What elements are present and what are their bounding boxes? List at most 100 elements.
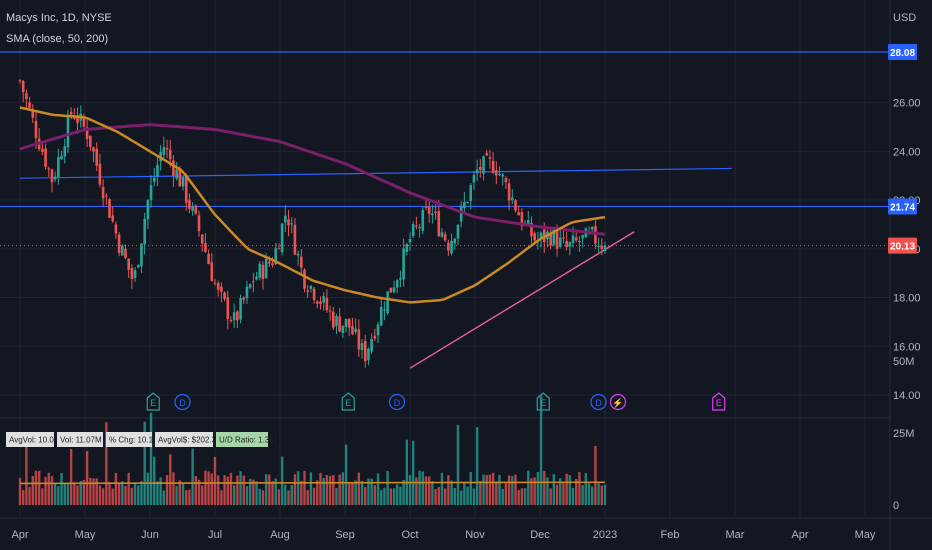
candle-body [574, 237, 578, 241]
volume-bar [60, 472, 63, 505]
candle-body [89, 135, 92, 147]
volume-bar [172, 472, 175, 505]
dividend-icon[interactable]: D [388, 393, 406, 411]
candle-body [252, 281, 255, 283]
volume-bar [405, 439, 409, 505]
candle-body [479, 166, 482, 171]
volume-bar [459, 490, 463, 505]
dividend-icon[interactable]: D [174, 393, 191, 411]
volume-bar [450, 480, 453, 505]
volume-bar [370, 478, 373, 505]
sma-indicator-label[interactable]: SMA (close, 50, 200) [6, 33, 108, 45]
volume-bar [447, 475, 450, 505]
candle-body [453, 238, 457, 244]
events-row[interactable]: E D E D E D ⚡ E [146, 392, 726, 411]
volume-bar [392, 488, 396, 505]
earnings-icon[interactable]: E [341, 392, 355, 411]
earnings-icon[interactable]: E [712, 392, 726, 411]
volume-bar [143, 421, 146, 505]
candle-body [271, 263, 274, 266]
volume-bar [543, 470, 546, 505]
volume-bar [92, 478, 95, 505]
volume-bar [475, 427, 479, 505]
candle-body [274, 248, 278, 265]
candle-body [325, 297, 329, 311]
time-tick-label: Aug [270, 529, 290, 541]
candle-body [520, 212, 524, 227]
volume-bar [162, 490, 166, 505]
volume-bar [427, 476, 431, 505]
time-tick-label: May [75, 529, 96, 541]
price-tags: 28.08 21.74 20.13 [888, 44, 917, 254]
sloped-line[interactable] [19, 167, 732, 179]
volume-bar [31, 475, 34, 505]
sma-200-line [19, 123, 606, 236]
volume-bar [306, 490, 309, 505]
candle-body [53, 176, 57, 180]
candle-body [111, 215, 115, 222]
volume-bar [220, 490, 223, 505]
volume-bar [98, 485, 102, 505]
volume-bar [421, 471, 424, 505]
candle-body [568, 242, 572, 247]
volume-bar [434, 489, 437, 505]
candle-body [60, 155, 63, 160]
candle-body [242, 297, 246, 300]
candle-body [57, 157, 60, 178]
candle-body [367, 348, 370, 361]
candle-body [284, 215, 287, 223]
volume-bar [389, 488, 393, 505]
candle-body [379, 307, 383, 326]
volume-bar [383, 487, 386, 505]
candle-body [530, 222, 533, 237]
symbol-title[interactable]: Macys Inc, 1D, NYSE [6, 12, 112, 24]
candle-body [120, 245, 124, 256]
candle-body [255, 276, 258, 280]
event-label: D [179, 398, 186, 408]
candle-body [376, 324, 380, 336]
time-tick-label: 2023 [593, 529, 617, 541]
candle-body [133, 270, 137, 278]
volume-bar [105, 422, 108, 505]
candle-body [47, 168, 51, 170]
candle-body [357, 329, 361, 350]
candle-body [306, 290, 310, 293]
candle-body [408, 238, 412, 243]
candle-body [303, 269, 306, 289]
candle-body [360, 343, 364, 350]
volume-bar [213, 456, 217, 505]
candle-body [590, 226, 594, 230]
earnings-icon[interactable]: E [536, 392, 550, 411]
price-tag: 21.74 [888, 198, 917, 215]
candle-body [315, 301, 319, 304]
volume-bar [424, 476, 428, 505]
volume-bar [546, 477, 549, 505]
candle-body [558, 237, 562, 247]
time-tick-label: Apr [791, 529, 808, 541]
volume-bar [482, 474, 485, 505]
candle-body [507, 183, 511, 201]
volume-bar [236, 475, 239, 505]
volume-bar [216, 475, 220, 505]
candle-body [472, 175, 476, 183]
candle-body [373, 335, 377, 339]
volume-bar [437, 486, 440, 505]
earnings-icon[interactable]: E [146, 392, 160, 411]
volume-bar [185, 490, 188, 505]
lightning-icon[interactable]: ⚡ [609, 393, 627, 411]
volume-bar [149, 412, 153, 505]
candle-body [232, 312, 236, 321]
event-label: D [595, 398, 602, 408]
candle-body [312, 288, 316, 301]
candle-body [402, 248, 405, 280]
dividend-icon[interactable]: D [590, 393, 607, 411]
trendline[interactable] [409, 231, 635, 369]
volume-bar [411, 440, 415, 505]
candle-body [168, 149, 172, 160]
time-tick-label: Jul [208, 529, 222, 541]
candle-body [172, 160, 175, 177]
volume-bar [319, 472, 322, 505]
candle-body [44, 148, 47, 168]
